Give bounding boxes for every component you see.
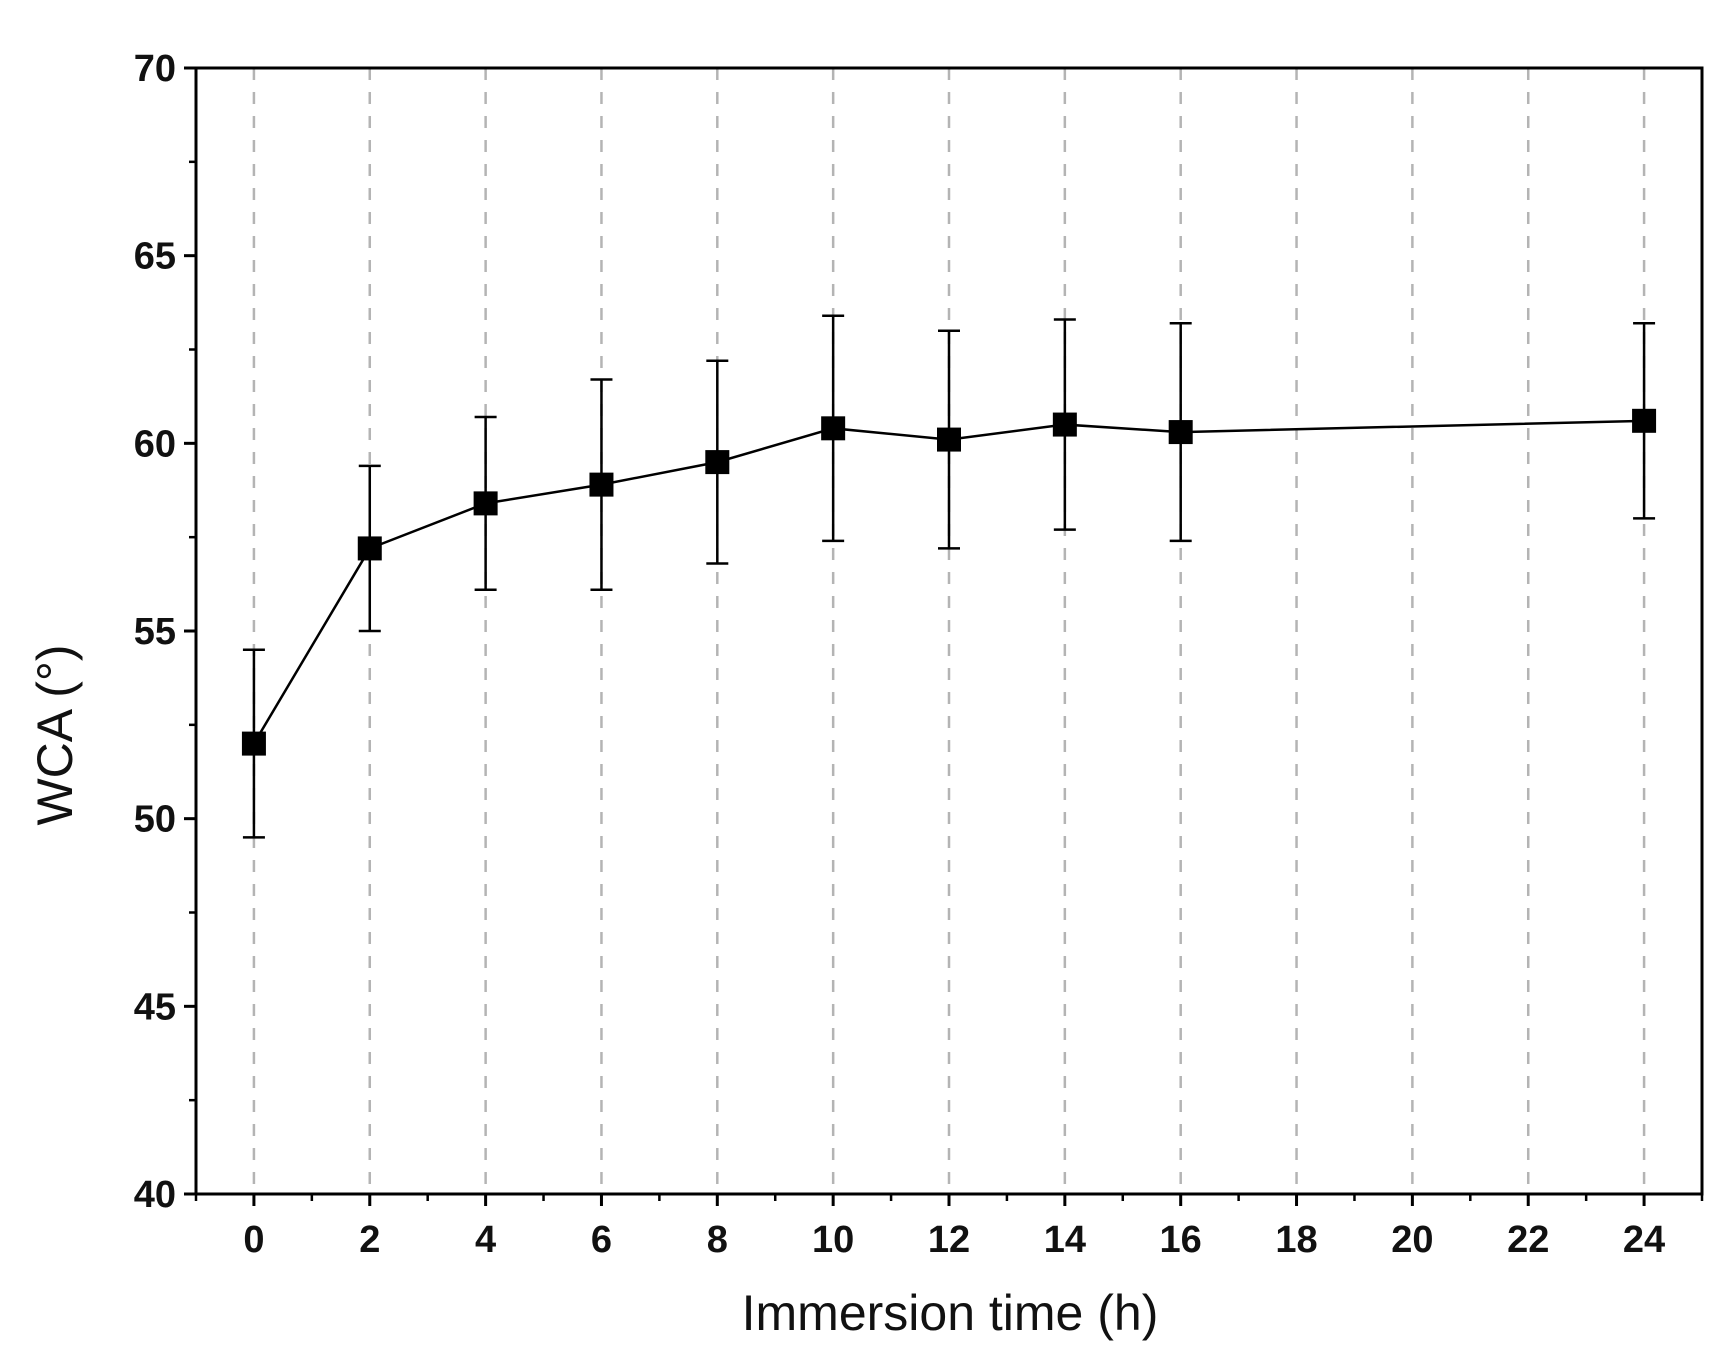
data-point bbox=[1052, 412, 1077, 437]
y-tick-label: 55 bbox=[134, 611, 176, 653]
series-line bbox=[252, 419, 1645, 745]
x-tick-label: 4 bbox=[475, 1219, 496, 1261]
x-tick-label: 22 bbox=[1507, 1219, 1549, 1261]
axes bbox=[184, 66, 1704, 1206]
grid-lines bbox=[252, 68, 1646, 1194]
data-point bbox=[589, 472, 614, 497]
data-point bbox=[937, 427, 961, 452]
x-tick-label: 18 bbox=[1275, 1219, 1317, 1261]
x-tick-label: 0 bbox=[243, 1219, 264, 1261]
x-tick-label: 2 bbox=[359, 1219, 380, 1261]
y-tick-label: 50 bbox=[134, 799, 176, 841]
x-tick-label: 10 bbox=[812, 1219, 854, 1261]
x-tick-label: 24 bbox=[1623, 1219, 1665, 1261]
x-tick-label: 20 bbox=[1391, 1219, 1433, 1261]
y-tick-label: 65 bbox=[134, 236, 176, 278]
x-tick-label: 6 bbox=[591, 1219, 612, 1261]
y-tick-label: 45 bbox=[134, 986, 176, 1028]
data-point bbox=[241, 731, 266, 756]
data-point bbox=[1168, 420, 1193, 445]
y-tick-label: 70 bbox=[134, 48, 176, 90]
data-point bbox=[473, 491, 498, 516]
y-tick-label: 60 bbox=[134, 423, 176, 465]
y-axis-title: WCA (°) bbox=[27, 644, 83, 825]
data-point bbox=[357, 536, 382, 561]
x-axis-title: Immersion time (h) bbox=[742, 1285, 1159, 1341]
x-tick-label: 8 bbox=[707, 1219, 728, 1261]
data-point bbox=[1632, 408, 1657, 433]
x-tick-label: 16 bbox=[1160, 1219, 1202, 1261]
data-point bbox=[705, 450, 730, 475]
data-point bbox=[821, 416, 846, 441]
x-tick-label: 12 bbox=[928, 1219, 970, 1261]
x-tick-label: 14 bbox=[1044, 1219, 1086, 1261]
y-tick-label: 40 bbox=[134, 1174, 176, 1216]
data-series bbox=[241, 314, 1657, 839]
